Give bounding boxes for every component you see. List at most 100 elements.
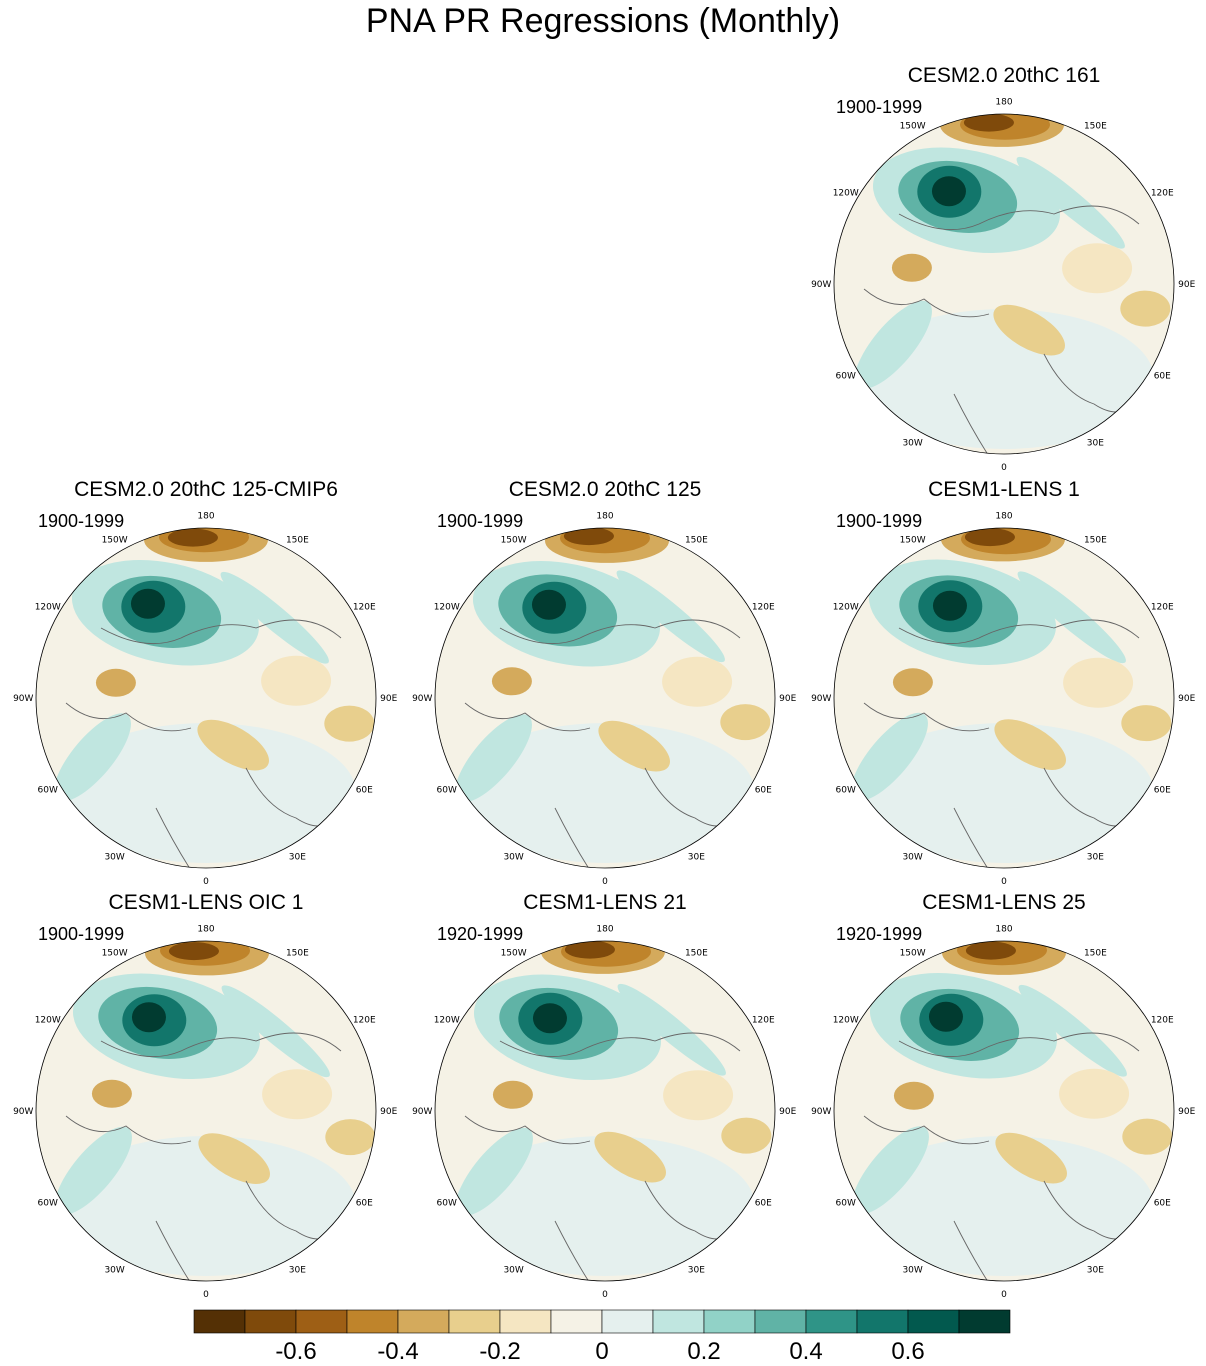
field-layer xyxy=(36,941,376,1281)
panel-title: CESM1-LENS 21 xyxy=(523,891,687,914)
field-layer xyxy=(834,114,1174,454)
map-panel-cesm1-lens-25: CESM1-LENS 25 1920-1999 180 150E 120E 90E 60… xyxy=(804,891,1204,1300)
blob-neg-namerica xyxy=(892,668,933,697)
lon-label: 180 xyxy=(995,97,1012,107)
lon-label: 60W xyxy=(836,371,856,381)
lon-label: 120E xyxy=(752,1016,775,1026)
lon-label: 120E xyxy=(353,1016,376,1026)
colorbar-box xyxy=(601,1309,654,1334)
colorbar-box xyxy=(958,1309,1011,1334)
blob-neg-namerica xyxy=(95,668,136,697)
panel-title: CESM2.0 20thC 125-CMIP6 xyxy=(74,478,338,501)
coastlines xyxy=(65,619,347,868)
colorbar-box xyxy=(856,1309,909,1334)
colorbar-box xyxy=(652,1309,705,1334)
blob-pos-pacific-core xyxy=(131,1002,166,1033)
blob-neg-east xyxy=(1122,1118,1173,1155)
map-border xyxy=(833,940,1175,1282)
colorbar-box xyxy=(295,1309,348,1334)
lon-label: 90E xyxy=(1178,694,1195,704)
blob-neg-namerica xyxy=(491,667,532,696)
blob-neg-pacific-core xyxy=(965,941,1016,960)
lon-label: 180 xyxy=(596,511,613,521)
lon-label: 60E xyxy=(356,1198,373,1208)
polar-map: 180 150E 120E 90E 60E 30E 0 30W 60W 90W 120W 150W xyxy=(13,511,398,887)
polar-map: 180 150E 120E 90E 60E 30E 0 30W 60W 90W 120W 150W xyxy=(412,924,797,1300)
blob-neg-asia xyxy=(662,656,733,707)
blob-neg-asia xyxy=(663,1070,734,1121)
lon-label: 30E xyxy=(688,852,705,862)
lon-label: 30E xyxy=(1087,1265,1104,1275)
lon-label: 90E xyxy=(380,694,397,704)
lon-label: 30E xyxy=(1087,438,1104,448)
map-border xyxy=(434,527,776,869)
lon-label: 30W xyxy=(902,852,922,862)
blob-neg-east xyxy=(325,1119,376,1156)
blob-pos-pacific-core xyxy=(531,589,566,620)
lon-label: 120W xyxy=(833,603,859,613)
lon-label: 90E xyxy=(1178,1107,1195,1117)
colorbar-tick-label: -0.4 xyxy=(377,1338,418,1365)
blob-neg-east xyxy=(1121,705,1172,742)
blob-neg-pacific-core xyxy=(168,942,219,961)
lon-label: 60W xyxy=(836,785,856,795)
colorbar-tick-label: 0.4 xyxy=(789,1338,822,1365)
lon-label: 60W xyxy=(836,1198,856,1208)
field-weak-pos xyxy=(56,723,356,863)
lon-label: 30E xyxy=(289,1265,306,1275)
blob-neg-namerica xyxy=(891,253,932,282)
lon-label: 150E xyxy=(1084,536,1107,546)
coastlines xyxy=(65,1032,347,1281)
blob-pos-pacific-core xyxy=(932,590,967,621)
lon-label: 60W xyxy=(38,785,58,795)
blob-neg-pacific-core xyxy=(563,528,614,546)
lon-label: 30W xyxy=(902,438,922,448)
colorbar-box xyxy=(550,1309,603,1334)
panel-period: 1900-1999 xyxy=(38,924,125,944)
lon-label: 90W xyxy=(811,694,831,704)
polar-map: 180 150E 120E 90E 60E 30E 0 30W 60W 90W 120W 150W xyxy=(811,97,1196,473)
field-weak-pos xyxy=(854,723,1154,863)
blob-neg-europe xyxy=(598,720,670,772)
field-layer xyxy=(435,528,775,868)
lon-label: 90W xyxy=(13,694,33,704)
blob-neg-pacific-core xyxy=(963,114,1014,132)
lon-label: 0 xyxy=(203,877,209,887)
coastlines xyxy=(863,205,1145,454)
lon-label: 120E xyxy=(752,603,775,613)
lon-label: 90E xyxy=(1178,280,1195,290)
panel-period: 1900-1999 xyxy=(836,511,923,531)
lon-label: 180 xyxy=(197,511,214,521)
blob-pos-atlantic xyxy=(854,300,932,389)
blob-neg-europe xyxy=(594,1131,666,1183)
field-weak-pos xyxy=(854,1136,1154,1276)
colorbar-box xyxy=(805,1309,858,1334)
blob-neg-east xyxy=(721,1117,772,1154)
field-weak-pos xyxy=(455,1136,755,1276)
lon-label: 90W xyxy=(811,1107,831,1117)
blob-pos-band xyxy=(1017,571,1126,664)
lon-label: 150W xyxy=(501,949,527,959)
lon-label: 150W xyxy=(102,949,128,959)
colorbar-tick-label: 0.6 xyxy=(891,1338,924,1365)
colorbar: -0.6 -0.4 -0.2 0 0.2 0.4 0.6 xyxy=(193,1309,1011,1365)
field-layer xyxy=(36,528,376,868)
panel-title: CESM1-LENS OIC 1 xyxy=(108,891,304,914)
panel-title: CESM2.0 20thC 125 xyxy=(508,478,702,501)
map-panel-cesm1-lens-1: CESM1-LENS 1 1900-1999 180 150E 120E 90E 60E… xyxy=(804,478,1204,887)
lon-label: 60E xyxy=(755,1198,772,1208)
polar-map: 180 150E 120E 90E 60E 30E 0 30W 60W 90W 120W 150W xyxy=(412,511,797,887)
lon-label: 150W xyxy=(900,949,926,959)
lon-label: 30W xyxy=(503,852,523,862)
colorbar-box xyxy=(448,1309,501,1334)
colorbar-tick-label: 0 xyxy=(595,1338,608,1365)
lon-label: 30W xyxy=(902,1265,922,1275)
lon-label: 60E xyxy=(1154,371,1171,381)
polar-map: 180 150E 120E 90E 60E 30E 0 30W 60W 90W 120W 150W xyxy=(811,511,1196,887)
coastlines xyxy=(464,1032,746,1281)
lon-label: 60E xyxy=(1154,1198,1171,1208)
map-border xyxy=(833,527,1175,869)
blob-neg-east xyxy=(324,705,375,742)
blob-neg-asia xyxy=(1062,243,1133,294)
lon-label: 60W xyxy=(38,1198,58,1208)
